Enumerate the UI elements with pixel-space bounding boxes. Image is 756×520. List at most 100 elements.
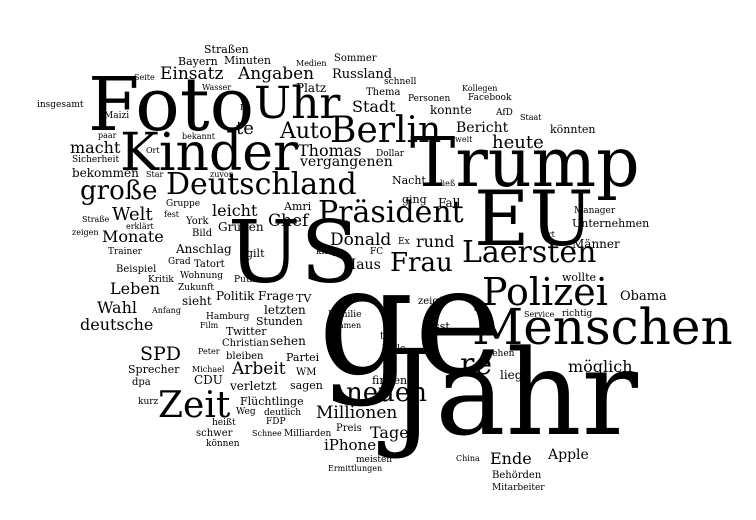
word-laersten: Laersten xyxy=(462,235,597,270)
word-sehen: sehen xyxy=(270,334,306,348)
word-personen: Personen xyxy=(408,94,451,104)
word-uhr: Uhr xyxy=(254,78,341,129)
word-sprecher: Sprecher xyxy=(128,363,180,376)
word-foto: Foto xyxy=(88,62,255,148)
word-familie: Familie xyxy=(328,310,362,320)
word-konnten: könnten xyxy=(550,123,596,136)
word-gilt: gilt xyxy=(246,247,265,260)
word-facebook: Facebook xyxy=(468,93,512,103)
word-weg: Weg xyxy=(236,407,256,417)
word-neuen: neuen xyxy=(346,378,428,408)
word-polizei: Polizei xyxy=(482,270,608,314)
word-bericht: Bericht xyxy=(456,120,509,136)
word-gruppe: Gruppe xyxy=(166,199,201,209)
word-einsatz: Einsatz xyxy=(160,64,224,84)
word-liegt: liegt xyxy=(500,368,528,382)
word-christian: Christian xyxy=(222,338,269,349)
word-grunen: Grünen xyxy=(218,220,264,234)
word-heisst: heißt xyxy=(212,418,236,428)
word-partei: Partei xyxy=(286,351,320,364)
word-michael: Michael xyxy=(192,365,225,374)
word-moglich: möglich xyxy=(568,357,633,376)
word-ort: Ort xyxy=(146,146,160,155)
word-minuten: Minuten xyxy=(224,54,271,67)
word-nacht: Nacht xyxy=(392,174,426,187)
word-macht: macht xyxy=(70,138,121,157)
word-rund: rund xyxy=(416,232,455,251)
word-afd: AfD xyxy=(496,108,513,118)
word-bleiben: bleiben xyxy=(226,351,264,362)
word-twitter: Twitter xyxy=(226,325,267,338)
word-richtig: richtig xyxy=(562,309,593,319)
word-medien: Medien xyxy=(296,59,327,68)
word-letzten: letzten xyxy=(264,303,306,317)
word-kinder: Kinder xyxy=(120,123,298,183)
word-deutsche: deutsche xyxy=(80,315,154,334)
word-vergangenen: vergangenen xyxy=(300,154,393,170)
word-deutschland: Deutschland xyxy=(166,167,357,202)
word-grosse: große xyxy=(80,176,158,206)
word-thomas: Thomas xyxy=(298,141,362,160)
word-milliarden: Milliarden xyxy=(284,429,332,439)
word-fc: FC xyxy=(370,247,384,257)
word-zuvor: zuvor xyxy=(210,170,233,179)
word-tage: Tage xyxy=(370,423,409,442)
word-kritik: Kritik xyxy=(148,275,174,285)
word-leicht: leicht xyxy=(212,201,258,220)
word-te: te xyxy=(236,118,254,139)
word-hamburg: Hamburg xyxy=(206,312,250,322)
word-welt: Welt xyxy=(112,204,153,225)
word-stehen: stehen xyxy=(484,349,515,359)
word-donald: Donald xyxy=(330,230,392,250)
word-fluchtlinge: Flüchtlinge xyxy=(240,395,304,408)
word-trainer: Trainer xyxy=(108,247,142,257)
word-fall: Fall xyxy=(438,196,461,210)
word-wahl: Wahl xyxy=(97,298,138,317)
word-wollte: wollte xyxy=(562,271,597,284)
word-chef: Chef xyxy=(268,211,309,231)
word-bekommen: bekommen xyxy=(72,166,139,180)
word-mitarbeiter: Mitarbeiter xyxy=(492,483,545,493)
word-zeigen: zeigen xyxy=(72,228,99,237)
word-auto: Auto xyxy=(280,119,333,144)
word-arbeit: Arbeit xyxy=(232,359,286,379)
word-tun: tun xyxy=(380,331,397,342)
word-angaben: Angaben xyxy=(238,64,315,84)
word-strassen: Straßen xyxy=(204,43,249,56)
word-sagen: sagen xyxy=(290,379,323,392)
word-seite: Seite xyxy=(134,73,155,82)
word-kurz: kurz xyxy=(138,397,159,407)
word-knapp: knapp xyxy=(316,247,345,257)
word-tatort: Tatort xyxy=(194,259,225,270)
word-frage: Frage xyxy=(258,289,294,303)
word-menschen: Menschen xyxy=(472,298,733,356)
word-frau: Frau xyxy=(390,248,453,278)
word-insgesamt: insgesamt xyxy=(37,100,84,110)
word-maizi: Maizi xyxy=(104,111,130,121)
word-dpa: dpa xyxy=(132,377,151,388)
word-thema: Thema xyxy=(366,87,401,98)
word-sommer: Sommer xyxy=(334,53,377,64)
word-obama: Obama xyxy=(620,289,667,304)
word-erklart: erklärt xyxy=(126,222,154,231)
word-stadt: Stadt xyxy=(352,97,396,116)
word-wasser: Wasser xyxy=(202,83,232,92)
word-eu: EU xyxy=(474,174,594,263)
word-leben: Leben xyxy=(110,279,161,298)
word-konnen: können xyxy=(206,439,240,449)
word-meisten: meisten xyxy=(356,455,393,465)
word-rolle: Rolle xyxy=(382,344,406,354)
word-amri: Amri xyxy=(284,200,312,213)
word-service: Service xyxy=(524,310,555,319)
word-beispiel: Beispiel xyxy=(116,264,157,275)
word-art: Art xyxy=(542,230,555,239)
word-zeigt: zeigt xyxy=(418,296,443,307)
word-ermittlungen: Ermittlungen xyxy=(328,464,383,473)
word-ging: ging xyxy=(402,193,427,206)
word-weit: weit xyxy=(455,135,473,144)
word-schnee: Schnee xyxy=(252,429,282,438)
word-putin: Putin xyxy=(234,275,259,285)
word-liess: ließ xyxy=(440,179,456,188)
word-schnell: schnell xyxy=(384,77,417,87)
